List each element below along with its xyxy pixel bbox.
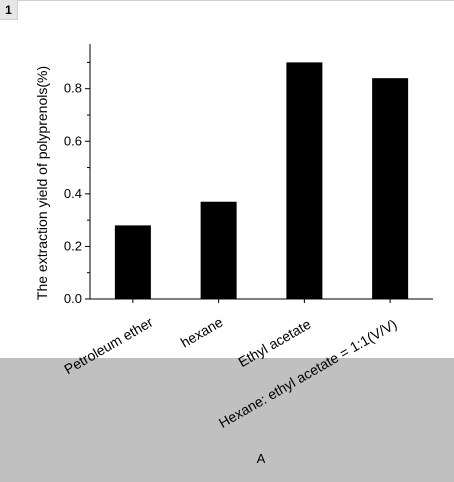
- x-category-label: Ethyl acetate: [235, 316, 313, 370]
- y-ticks: 0.0 0.2 0.4 0.6 0.8: [64, 61, 90, 306]
- x-axis: Petroleum ether hexane Ethyl acetateHexane…: [61, 298, 433, 431]
- y-tick-label: 0.2: [64, 238, 82, 253]
- lower-gray-band: [0, 358, 454, 482]
- x-category-label: Hexane: ethyl acetate = 1:1(V/V): [216, 316, 400, 431]
- y-axis-title: The extraction yield of polyprenols(%): [34, 66, 50, 300]
- y-tick-label: 0.0: [64, 291, 82, 306]
- bar: [200, 201, 237, 299]
- bars-group: [114, 62, 409, 299]
- x-category-label: Petroleum ether: [61, 314, 156, 378]
- bar: [286, 62, 323, 299]
- panel-letter: A: [257, 451, 266, 466]
- bar: [114, 225, 151, 299]
- top-rule: [17, 0, 454, 1]
- y-axis: 0.0 0.2 0.4 0.6 0.8: [64, 44, 91, 306]
- y-tick-label: 0.8: [64, 81, 82, 96]
- bar: [372, 78, 409, 299]
- x-category-label: hexane: [178, 314, 226, 351]
- x-ticks: Petroleum ether hexane Ethyl acetateHexane…: [61, 299, 400, 431]
- y-tick-label: 0.6: [64, 133, 82, 148]
- panel-number-badge: 1: [0, 0, 18, 20]
- y-tick-label: 0.4: [64, 186, 82, 201]
